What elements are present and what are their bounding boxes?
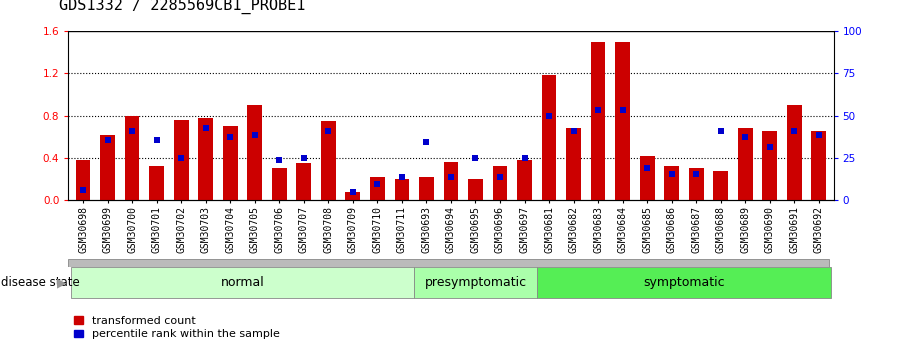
Point: [296, 155, 311, 161]
Bar: [787, 105, 802, 200]
Point: [248, 132, 262, 137]
Point: [493, 174, 507, 180]
Bar: [125, 116, 139, 200]
Point: [812, 132, 826, 137]
Point: [640, 166, 654, 171]
FancyBboxPatch shape: [537, 267, 831, 298]
Bar: [100, 135, 115, 200]
Point: [738, 134, 752, 139]
FancyBboxPatch shape: [68, 259, 829, 267]
Point: [272, 157, 287, 163]
Point: [517, 155, 532, 161]
Point: [345, 189, 360, 195]
Point: [664, 171, 679, 176]
Point: [419, 139, 434, 145]
Bar: [689, 168, 703, 200]
Bar: [345, 192, 360, 200]
Point: [713, 129, 728, 134]
Point: [787, 129, 802, 134]
Point: [394, 174, 409, 180]
Bar: [394, 179, 409, 200]
FancyBboxPatch shape: [71, 267, 415, 298]
Bar: [223, 126, 238, 200]
Bar: [271, 168, 287, 200]
Point: [591, 108, 606, 113]
Bar: [248, 105, 262, 200]
Bar: [664, 166, 679, 200]
Text: ▶: ▶: [57, 276, 67, 289]
Bar: [296, 163, 312, 200]
Point: [370, 181, 384, 187]
Point: [149, 137, 164, 142]
Bar: [812, 131, 826, 200]
Bar: [542, 76, 557, 200]
Bar: [738, 128, 752, 200]
Bar: [615, 42, 630, 200]
Bar: [419, 177, 434, 200]
Bar: [321, 121, 335, 200]
Bar: [149, 166, 164, 200]
Bar: [493, 166, 507, 200]
Bar: [444, 162, 458, 200]
Legend: transformed count, percentile rank within the sample: transformed count, percentile rank withi…: [74, 316, 280, 339]
FancyBboxPatch shape: [415, 267, 537, 298]
Point: [615, 108, 630, 113]
Point: [567, 129, 581, 134]
Point: [468, 155, 483, 161]
Point: [444, 174, 458, 180]
Bar: [590, 42, 606, 200]
Point: [763, 145, 777, 150]
Bar: [76, 160, 90, 200]
Point: [76, 187, 90, 192]
Point: [689, 171, 703, 176]
Point: [542, 113, 557, 118]
Bar: [174, 120, 189, 200]
Bar: [370, 177, 384, 200]
Text: GDS1332 / 2285569CB1_PROBE1: GDS1332 / 2285569CB1_PROBE1: [59, 0, 305, 14]
Bar: [517, 160, 532, 200]
Text: normal: normal: [220, 276, 264, 289]
Point: [223, 134, 238, 139]
Point: [174, 155, 189, 161]
Text: symptomatic: symptomatic: [643, 276, 725, 289]
Point: [100, 137, 115, 142]
Text: presymptomatic: presymptomatic: [425, 276, 527, 289]
Bar: [763, 131, 777, 200]
Point: [125, 129, 139, 134]
Bar: [199, 118, 213, 200]
Bar: [713, 170, 728, 200]
Text: disease state: disease state: [1, 276, 79, 289]
Point: [321, 129, 335, 134]
Bar: [567, 128, 581, 200]
Bar: [468, 179, 483, 200]
Bar: [640, 156, 654, 200]
Point: [199, 126, 213, 131]
